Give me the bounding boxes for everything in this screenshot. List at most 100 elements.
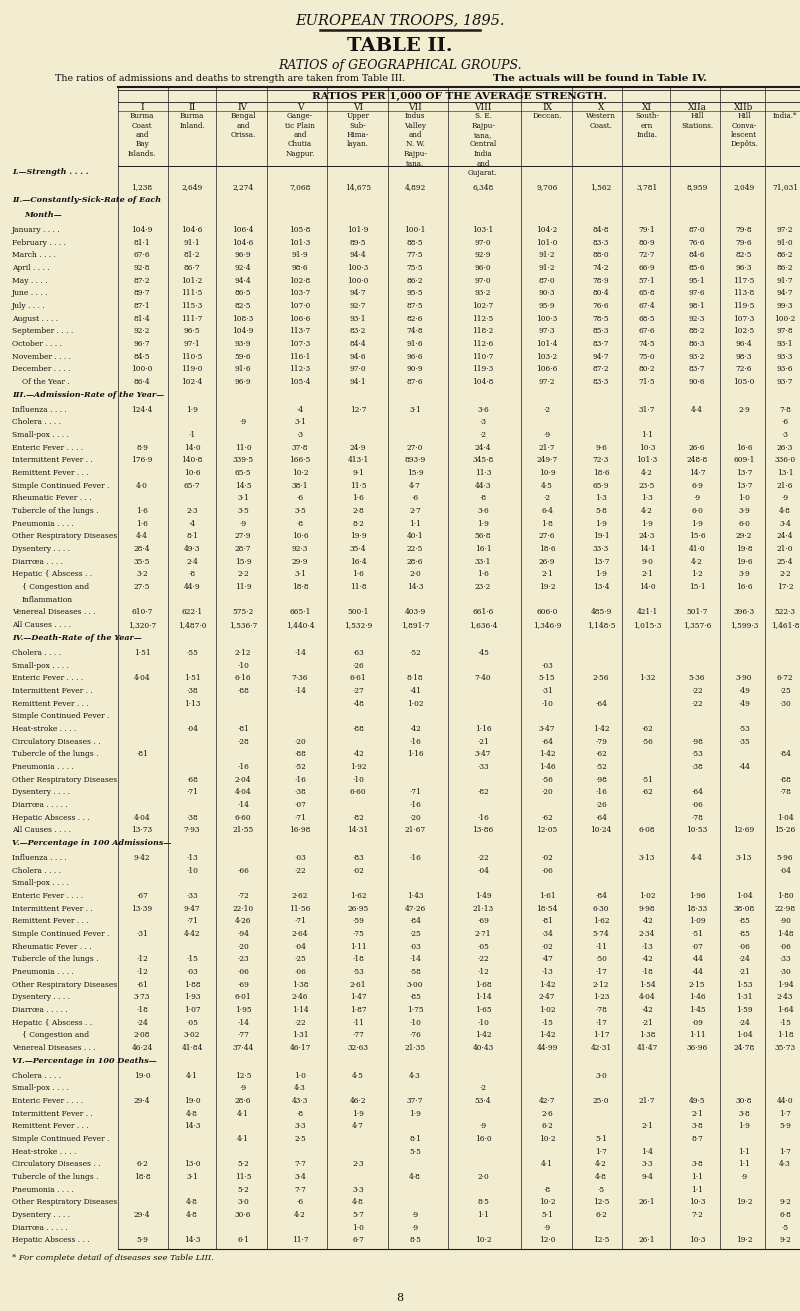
Text: 15·9: 15·9	[234, 557, 251, 566]
Text: Heat-stroke . . . .: Heat-stroke . . . .	[12, 1147, 76, 1156]
Text: 10·3: 10·3	[689, 1198, 706, 1206]
Text: 18·8: 18·8	[292, 583, 308, 591]
Text: TABLE II.: TABLE II.	[347, 37, 453, 55]
Text: 11·7: 11·7	[292, 1236, 308, 1244]
Text: 3·1: 3·1	[294, 570, 306, 578]
Text: 98·6: 98·6	[292, 264, 308, 273]
Text: 83·3: 83·3	[593, 239, 609, 246]
Text: 88·5: 88·5	[406, 239, 423, 246]
Text: ·77: ·77	[237, 1032, 249, 1040]
Text: 413·1: 413·1	[347, 456, 369, 464]
Text: ·71: ·71	[294, 918, 306, 926]
Text: 5·2: 5·2	[237, 1185, 249, 1194]
Text: 6·16: 6·16	[234, 674, 251, 682]
Text: 106·4: 106·4	[232, 225, 254, 235]
Text: 3·47: 3·47	[474, 750, 491, 758]
Text: 15·9: 15·9	[406, 469, 423, 477]
Text: ·58: ·58	[409, 968, 421, 975]
Text: V: V	[297, 104, 303, 111]
Text: 8·7: 8·7	[691, 1135, 703, 1143]
Text: 3·3: 3·3	[641, 1160, 653, 1168]
Text: 71·5: 71·5	[638, 378, 655, 385]
Text: 4·2: 4·2	[691, 557, 703, 566]
Text: ·53: ·53	[352, 968, 364, 975]
Text: 14·5: 14·5	[234, 482, 251, 490]
Text: 97·8: 97·8	[777, 328, 794, 336]
Text: ·06: ·06	[779, 943, 791, 950]
Text: ·62: ·62	[641, 725, 653, 733]
Text: 14·3: 14·3	[184, 1236, 200, 1244]
Text: 111·5: 111·5	[182, 290, 202, 298]
Text: ·52: ·52	[595, 763, 607, 771]
Text: 80·2: 80·2	[638, 366, 655, 374]
Text: Pneumonia . . . .: Pneumonia . . . .	[12, 1185, 74, 1194]
Text: ·16: ·16	[477, 814, 489, 822]
Text: ·42: ·42	[641, 956, 653, 964]
Text: Enteric Fever . . . .: Enteric Fever . . . .	[12, 891, 83, 899]
Text: 1,599·3: 1,599·3	[730, 621, 758, 629]
Text: 1·0: 1·0	[294, 1071, 306, 1080]
Text: 65·9: 65·9	[593, 482, 610, 490]
Text: IV: IV	[238, 104, 248, 111]
Text: 92·4: 92·4	[234, 264, 251, 273]
Text: September . . . .: September . . . .	[12, 328, 74, 336]
Text: 4·3: 4·3	[779, 1160, 791, 1168]
Text: 2·4: 2·4	[186, 557, 198, 566]
Text: 1·31: 1·31	[736, 994, 752, 1002]
Text: 86·2: 86·2	[777, 264, 794, 273]
Text: ·71: ·71	[294, 814, 306, 822]
Text: 94·7: 94·7	[777, 290, 794, 298]
Text: 30·8: 30·8	[736, 1097, 752, 1105]
Text: 49·3: 49·3	[184, 545, 200, 553]
Text: ·06: ·06	[541, 867, 553, 874]
Text: 12·7: 12·7	[350, 406, 366, 414]
Text: 19·0: 19·0	[134, 1071, 150, 1080]
Text: 1·42: 1·42	[474, 1032, 491, 1040]
Text: 1,532·9: 1,532·9	[344, 621, 372, 629]
Text: 1·16: 1·16	[474, 725, 491, 733]
Text: 6·60: 6·60	[234, 814, 251, 822]
Text: 1·7: 1·7	[779, 1147, 791, 1156]
Text: 26·3: 26·3	[777, 444, 793, 452]
Text: October . . . .: October . . . .	[12, 340, 62, 347]
Text: 10·2: 10·2	[474, 1236, 491, 1244]
Text: 610·7: 610·7	[131, 608, 153, 616]
Text: 95·9: 95·9	[538, 302, 555, 311]
Text: Other Respiratory Diseases: Other Respiratory Diseases	[12, 1198, 118, 1206]
Text: 1·14: 1·14	[474, 994, 491, 1002]
Text: 9·2: 9·2	[779, 1236, 791, 1244]
Text: 1·04: 1·04	[736, 1032, 752, 1040]
Text: 97·1: 97·1	[184, 340, 200, 347]
Text: 1·93: 1·93	[184, 994, 200, 1002]
Text: 41·84: 41·84	[182, 1044, 202, 1051]
Text: 403·9: 403·9	[404, 608, 426, 616]
Text: ·44: ·44	[691, 968, 703, 975]
Text: 14,675: 14,675	[345, 184, 371, 191]
Text: 99·3: 99·3	[777, 302, 794, 311]
Text: 3,781: 3,781	[636, 184, 658, 191]
Text: 86·2: 86·2	[406, 277, 423, 284]
Text: 8: 8	[397, 1293, 403, 1303]
Text: Enteric Fever . . . .: Enteric Fever . . . .	[12, 444, 83, 452]
Text: ·64: ·64	[691, 788, 703, 796]
Text: Small-pox . . . .: Small-pox . . . .	[12, 880, 69, 888]
Text: 37·7: 37·7	[406, 1097, 423, 1105]
Text: ·22: ·22	[294, 867, 306, 874]
Text: 94·7: 94·7	[593, 353, 610, 361]
Text: ·04: ·04	[186, 725, 198, 733]
Text: 104·6: 104·6	[232, 239, 254, 246]
Text: ·88: ·88	[294, 750, 306, 758]
Text: 1·1: 1·1	[477, 1211, 489, 1219]
Text: 100·3: 100·3	[347, 264, 369, 273]
Text: ·47: ·47	[541, 956, 553, 964]
Text: ·25: ·25	[779, 687, 791, 695]
Text: 19·0: 19·0	[184, 1097, 200, 1105]
Text: 30·6: 30·6	[234, 1211, 251, 1219]
Text: 83·3: 83·3	[593, 378, 609, 385]
Text: 6·2: 6·2	[595, 1211, 607, 1219]
Text: 82·5: 82·5	[736, 252, 752, 260]
Text: 42·31: 42·31	[590, 1044, 611, 1051]
Text: 7·7: 7·7	[294, 1185, 306, 1194]
Text: 110·7: 110·7	[472, 353, 494, 361]
Text: 92·9: 92·9	[474, 252, 491, 260]
